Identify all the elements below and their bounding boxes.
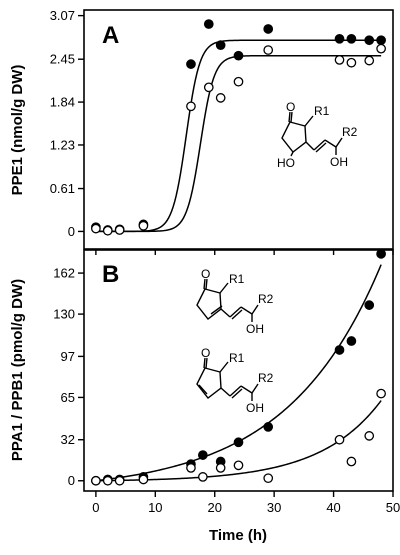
panel-b-structure-ppa-ketone-o: O [201, 267, 210, 281]
panel-a-open-point [91, 223, 101, 234]
panel-b-y-axis-title: PPA1 / PPB1 (pmol/g DW) [9, 279, 26, 461]
panel-a-open-point [102, 225, 113, 236]
panel-b-fit-curves [95, 264, 382, 482]
panel-b-filled-point [197, 450, 208, 460]
panel-b-structure-ppa [196, 278, 259, 322]
panel-b-filled-point [376, 248, 386, 259]
panel-b-filled-point [233, 437, 244, 448]
panel-b-filled-point [263, 422, 274, 432]
panel-a-filled-point [263, 24, 274, 34]
panel-b-filled-point [364, 300, 375, 310]
panel-a-y-axis-title: PPE1 (nmol/g DW) [9, 65, 26, 196]
panel-b-y-ticks: 0 32 65 97 130 162 [53, 266, 84, 488]
panel-b-fit-curve-filled [95, 264, 382, 482]
panel-b-open-point [376, 388, 386, 399]
x-axis-title: Time (h) [209, 527, 267, 544]
panel-b-open-point [114, 475, 125, 486]
panel-a-structure-r2: R2 [342, 125, 358, 139]
x-tick-label: 20 [207, 500, 221, 515]
panel-a-letter: A [102, 22, 119, 49]
panel-a-filled-point [346, 33, 357, 44]
panel-b-open-point [215, 463, 226, 473]
panel-b-open-point [263, 473, 274, 484]
panel-a-filled-point [203, 19, 214, 29]
panel-a-points [91, 19, 386, 236]
panel-a-filled-point [376, 35, 386, 46]
panel-b-y-tick-label: 0 [68, 473, 75, 488]
panel-a-open-point [364, 55, 375, 66]
panel-a-open-point [334, 55, 345, 65]
panel-a-fit-curve-filled [95, 39, 382, 233]
panel-a-structure-oh: OH [330, 155, 348, 169]
panel-b-structure-ppb-r1: R1 [229, 351, 245, 365]
panel-a-structure-ketone-o: O [286, 100, 295, 114]
x-tick-label: 50 [386, 500, 400, 515]
panel-a-structure [281, 111, 343, 157]
panel-b-open-point [138, 474, 149, 485]
panel-b-structure-ppa-oh: OH [246, 322, 264, 336]
panel-b-structure-ppa-r1: R1 [229, 272, 245, 286]
panel-b-filled-point [334, 345, 345, 355]
panel-b-points [91, 248, 386, 486]
panel-a-open-point [233, 76, 244, 87]
panel-a-y-tick-label: 0.61 [50, 181, 75, 196]
panel-a-open-point [138, 220, 149, 231]
panel-b-open-point [334, 434, 345, 445]
panel-b-open-point [91, 475, 101, 486]
panel-a-open-point [114, 225, 125, 235]
x-tick-label: 0 [92, 500, 99, 515]
x-tick-label: 30 [267, 500, 281, 515]
panel-a-y-ticks: 0 0.61 1.23 1.84 2.45 3.07 [50, 8, 84, 239]
panel-b-letter: B [102, 261, 119, 288]
panel-a-fit-curves [95, 39, 382, 233]
panel-a-structure-ho: HO [277, 156, 295, 170]
panel-b-y-tick-label: 130 [53, 307, 75, 322]
panel-b-structure-ppb [196, 357, 259, 401]
panel-a-filled-point [364, 35, 375, 46]
panel-b-structure-ppa-r2: R2 [258, 292, 274, 306]
panel-b-frame [83, 249, 394, 492]
panel-a: 0 0.61 1.23 1.84 2.45 3.07 A O R1 R2 HO OH [50, 8, 394, 255]
panel-a-filled-point [186, 59, 196, 69]
panel-a-open-point [346, 57, 357, 68]
panel-b-structure-ppb-ketone-o: O [201, 346, 210, 360]
panel-b: 0 32 65 97 130 162 0 10 20 30 40 50 B O R1 R2 OH [53, 248, 400, 515]
panel-b-y-tick-label: 32 [61, 432, 75, 447]
panel-b-open-point [233, 460, 244, 471]
panel-a-y-tick-label: 3.07 [50, 8, 75, 23]
panel-a-filled-point [215, 40, 226, 50]
panel-a-open-point [263, 45, 274, 55]
panel-b-y-tick-label: 97 [61, 349, 75, 364]
x-tick-label: 40 [326, 500, 340, 515]
panel-b-open-point [346, 456, 357, 467]
x-tick-label: 10 [148, 500, 162, 515]
panel-a-frame [83, 9, 394, 250]
panel-b-open-point [186, 463, 196, 473]
panel-a-y-tick-label: 0 [68, 224, 75, 239]
panel-b-open-point [364, 431, 375, 441]
panel-a-structure-r1: R1 [314, 104, 330, 118]
panel-b-x-ticks: 0 10 20 30 40 50 [92, 491, 400, 515]
panel-a-y-tick-label: 2.45 [50, 52, 75, 67]
panel-a-open-point [376, 43, 386, 54]
panel-b-open-point [102, 475, 113, 486]
panel-b-y-tick-label: 162 [53, 266, 75, 281]
panel-a-y-tick-label: 1.84 [50, 95, 75, 110]
panel-a-y-tick-label: 1.23 [50, 137, 75, 152]
panel-b-structure-ppb-r2: R2 [258, 371, 274, 385]
panel-b-open-point [197, 472, 208, 482]
panel-a-open-point [203, 82, 214, 93]
panel-a-open-point [186, 101, 196, 112]
panel-a-filled-point [334, 33, 345, 44]
panel-a-filled-point [233, 50, 244, 61]
panel-b-filled-point [346, 336, 357, 346]
panel-a-open-point [215, 93, 226, 103]
panel-b-structure-ppb-oh: OH [246, 401, 264, 415]
panel-b-y-tick-label: 65 [61, 390, 75, 405]
